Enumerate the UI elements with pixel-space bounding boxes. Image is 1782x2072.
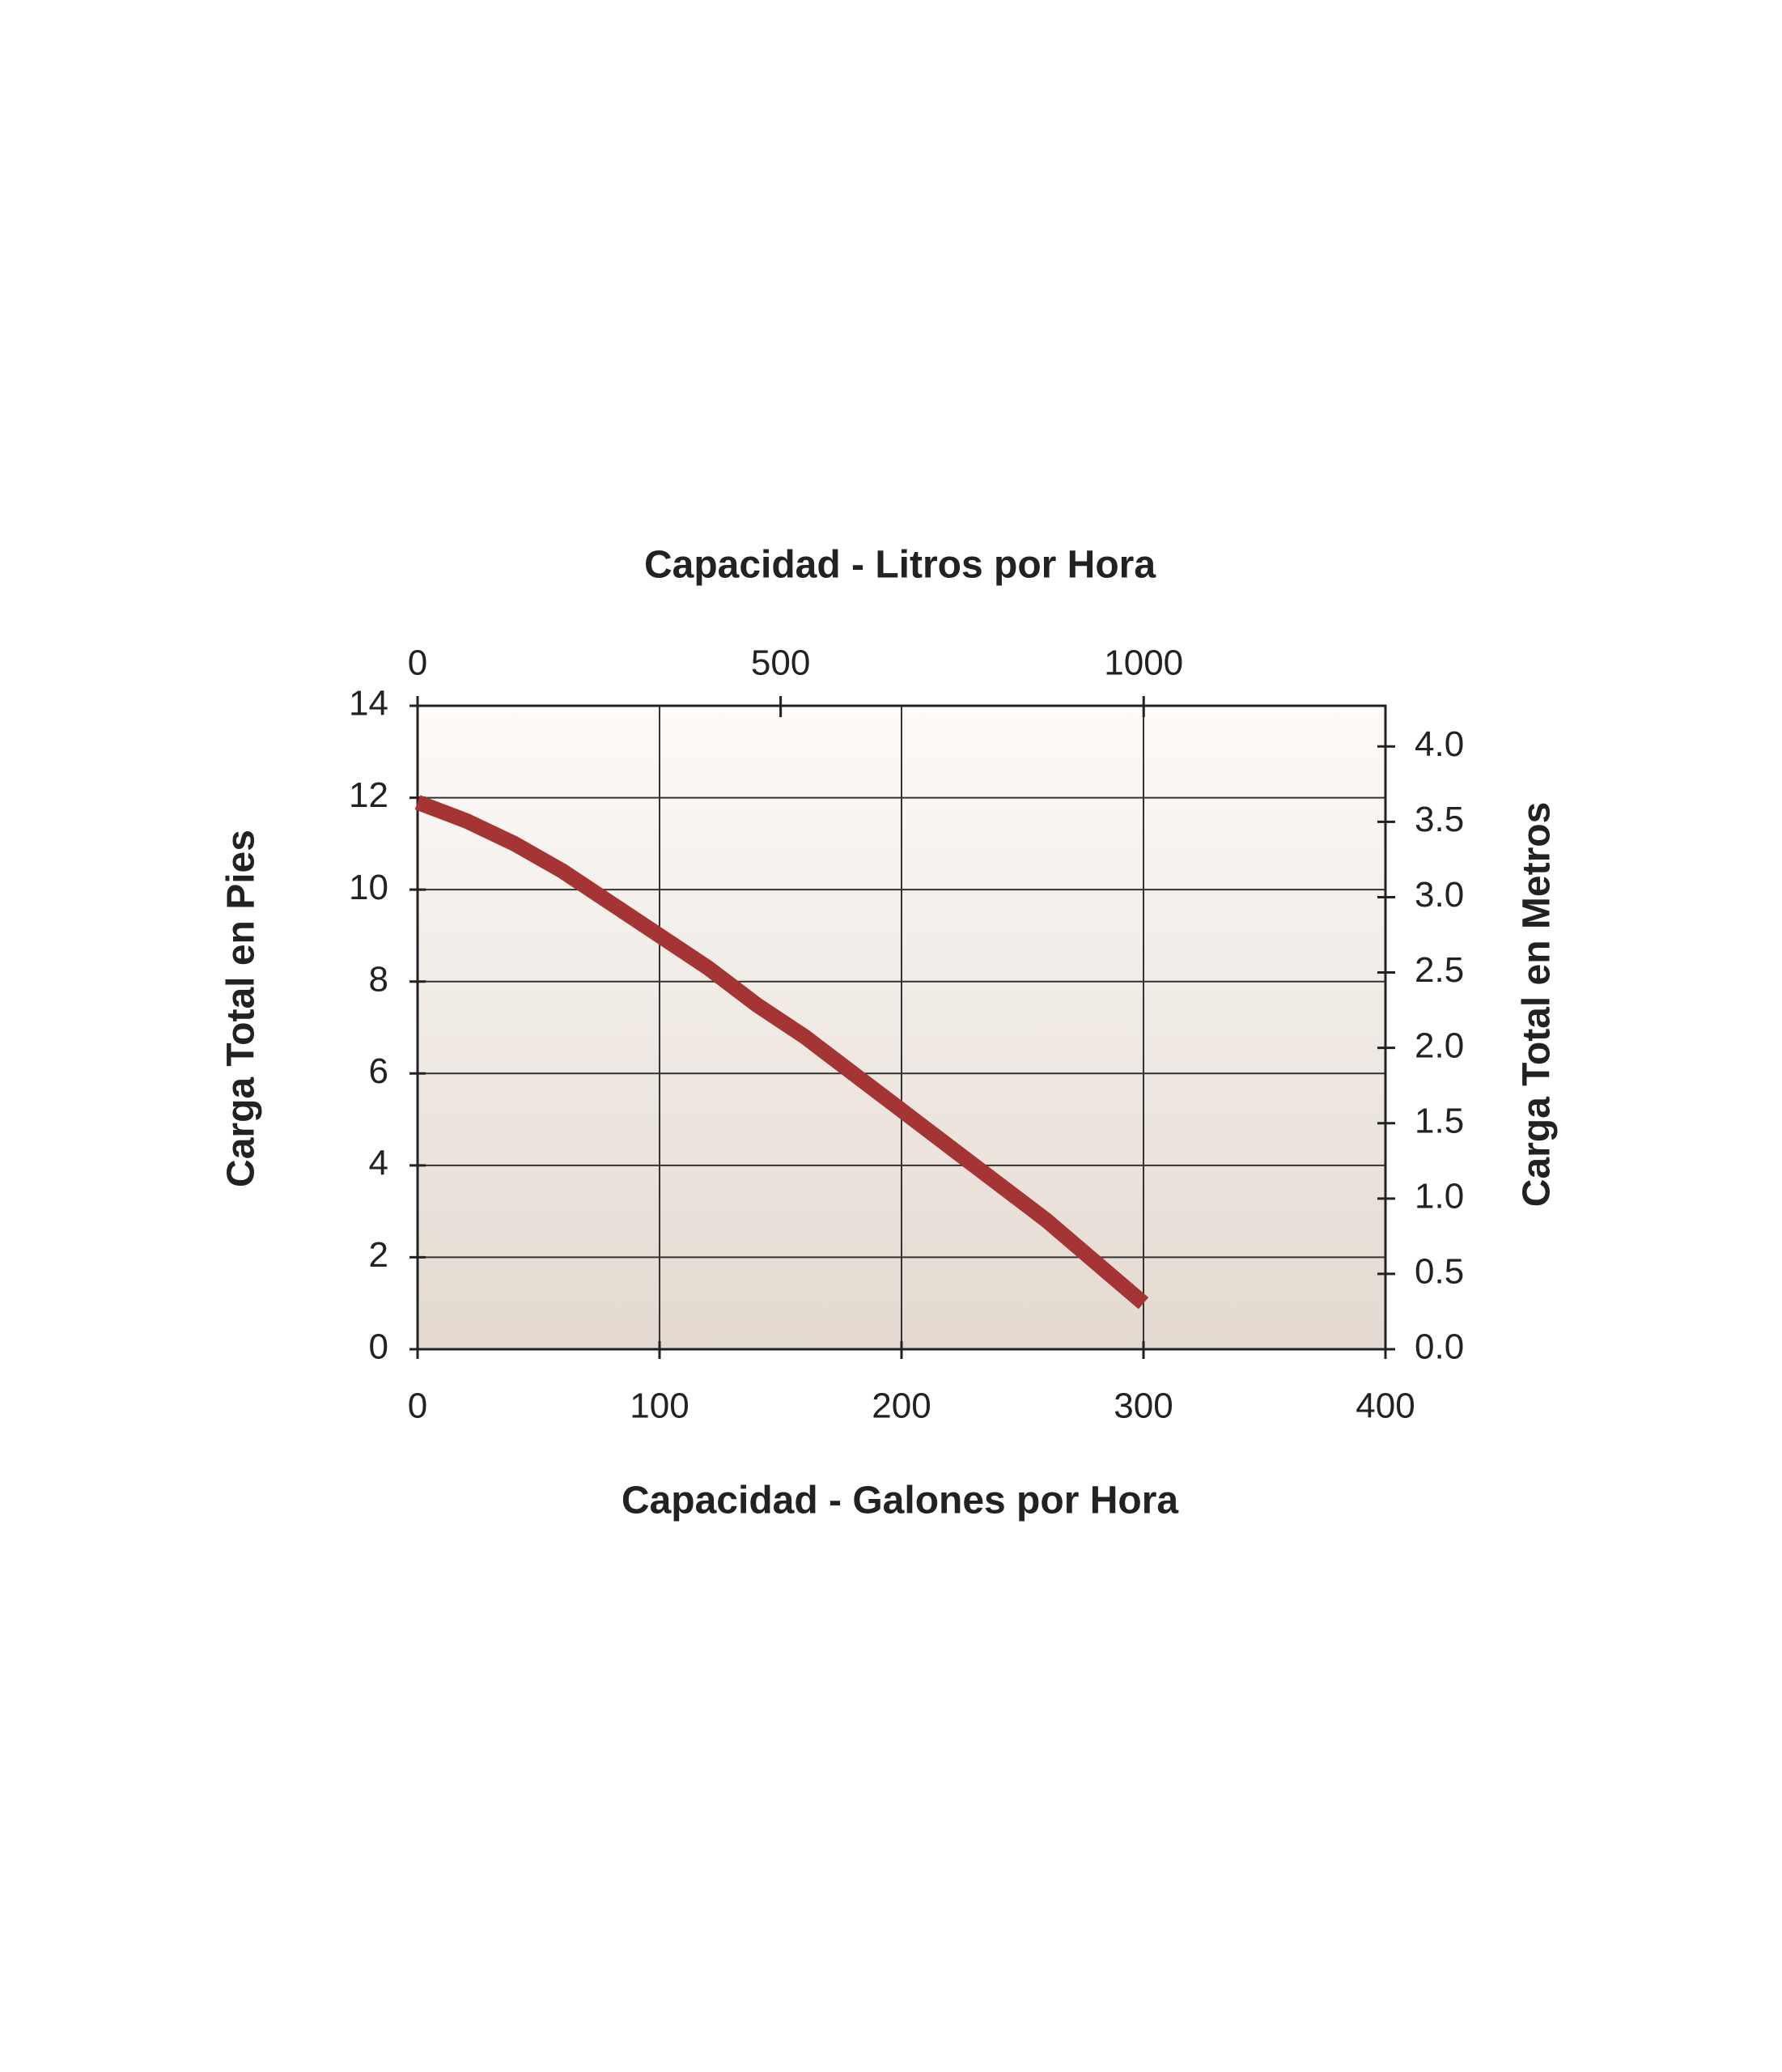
y-tick-label: 14 <box>349 684 388 724</box>
y2-tick-label: 1.0 <box>1415 1176 1464 1216</box>
x2-tick-label: 0 <box>408 643 427 683</box>
x-axis-title: Capacidad - Galones por Hora <box>622 1480 1178 1522</box>
y-tick-label: 2 <box>369 1235 388 1275</box>
y2-tick-label: 2.0 <box>1415 1025 1464 1065</box>
y2-tick-label: 3.0 <box>1415 875 1464 915</box>
chart-title: Capacidad - Litros por Hora <box>644 544 1156 587</box>
x-tick-label: 400 <box>1356 1386 1415 1426</box>
y2-tick-label: 3.5 <box>1415 800 1464 839</box>
y-tick-label: 6 <box>369 1051 388 1091</box>
plot-frame <box>416 704 1387 1351</box>
y-tick-label: 0 <box>369 1327 388 1367</box>
x-tick-label: 100 <box>630 1386 689 1426</box>
y2-tick-label: 2.5 <box>1415 950 1464 990</box>
y-tick-label: 4 <box>369 1143 388 1182</box>
data-line <box>414 795 1149 1310</box>
y2-tick-label: 0.5 <box>1415 1252 1464 1292</box>
y-axis-title: Carga Total en Pies <box>220 830 263 1187</box>
y-tick-label: 10 <box>349 868 388 907</box>
y-tick-label: 12 <box>349 775 388 815</box>
x2-tick-label: 500 <box>751 643 810 683</box>
y2-tick-label: 4.0 <box>1415 724 1464 764</box>
y-tick-label: 8 <box>369 959 388 999</box>
x2-tick-label: 1000 <box>1104 643 1183 683</box>
y2-tick-label: 1.5 <box>1415 1101 1464 1140</box>
x-tick-label: 300 <box>1114 1386 1173 1426</box>
y2-tick-label: 0.0 <box>1415 1327 1464 1367</box>
x-tick-label: 200 <box>872 1386 931 1426</box>
x-tick-label: 0 <box>408 1386 427 1426</box>
y2-axis-title: Carga Total en Metros <box>1516 802 1559 1208</box>
